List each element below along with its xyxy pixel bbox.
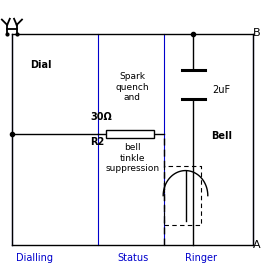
- Text: Spark
quench
and: Spark quench and: [116, 72, 149, 102]
- Text: 30Ω: 30Ω: [90, 112, 112, 122]
- Text: B: B: [253, 28, 261, 39]
- Text: A: A: [253, 240, 261, 250]
- Text: Status: Status: [117, 253, 148, 263]
- Text: R2: R2: [90, 137, 104, 147]
- Text: Dialling: Dialling: [16, 253, 53, 263]
- Text: 2uF: 2uF: [212, 85, 230, 95]
- Text: Bell: Bell: [211, 131, 232, 141]
- Text: Ringer: Ringer: [186, 253, 217, 263]
- Text: bell
tinkle
suppression: bell tinkle suppression: [105, 143, 160, 173]
- Bar: [106, 130, 154, 138]
- Text: Dial: Dial: [30, 60, 52, 70]
